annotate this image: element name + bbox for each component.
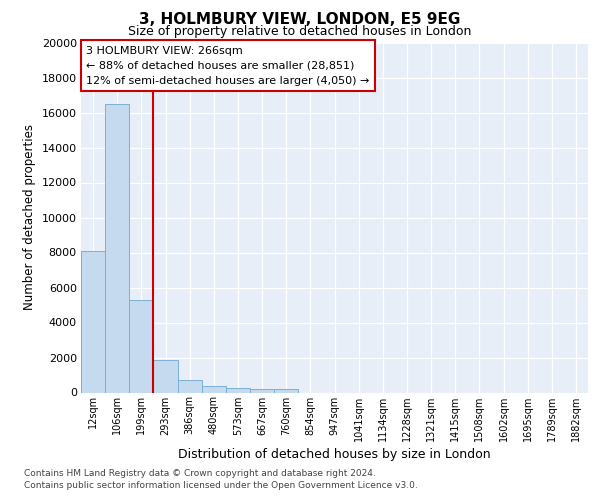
Text: Contains HM Land Registry data © Crown copyright and database right 2024.: Contains HM Land Registry data © Crown c…: [24, 468, 376, 477]
Bar: [274, 389, 298, 392]
Bar: [250, 389, 274, 392]
Text: 3 HOLMBURY VIEW: 266sqm
← 88% of detached houses are smaller (28,851)
12% of sem: 3 HOLMBURY VIEW: 266sqm ← 88% of detache…: [86, 46, 370, 86]
Bar: [202, 386, 226, 392]
X-axis label: Distribution of detached houses by size in London: Distribution of detached houses by size …: [178, 448, 491, 460]
Bar: [154, 360, 178, 392]
Bar: [129, 300, 154, 392]
Text: Contains public sector information licensed under the Open Government Licence v3: Contains public sector information licen…: [24, 481, 418, 490]
Text: Size of property relative to detached houses in London: Size of property relative to detached ho…: [128, 25, 472, 38]
Y-axis label: Number of detached properties: Number of detached properties: [23, 124, 36, 310]
Bar: [226, 388, 250, 392]
Bar: [178, 380, 202, 392]
Bar: [105, 104, 129, 393]
Text: 3, HOLMBURY VIEW, LONDON, E5 9EG: 3, HOLMBURY VIEW, LONDON, E5 9EG: [139, 12, 461, 28]
Bar: [81, 251, 105, 392]
